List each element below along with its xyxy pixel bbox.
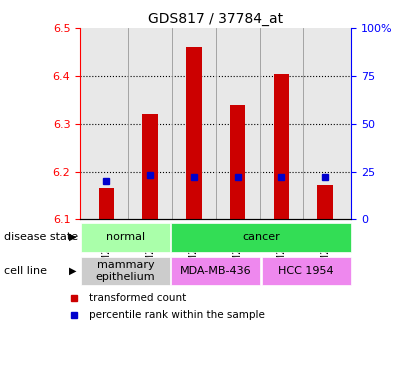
FancyBboxPatch shape bbox=[81, 256, 170, 285]
Text: ▶: ▶ bbox=[69, 232, 76, 242]
FancyBboxPatch shape bbox=[171, 223, 351, 252]
Text: mammary
epithelium: mammary epithelium bbox=[95, 260, 155, 282]
FancyBboxPatch shape bbox=[171, 256, 260, 285]
FancyBboxPatch shape bbox=[81, 223, 170, 252]
Text: cell line: cell line bbox=[4, 266, 47, 276]
Text: MDA-MB-436: MDA-MB-436 bbox=[180, 266, 252, 276]
Bar bbox=[143, 114, 158, 219]
Text: transformed count: transformed count bbox=[89, 293, 186, 303]
Bar bbox=[274, 74, 289, 219]
Text: normal: normal bbox=[106, 232, 145, 242]
Text: HCC 1954: HCC 1954 bbox=[278, 266, 334, 276]
Text: percentile rank within the sample: percentile rank within the sample bbox=[89, 310, 265, 320]
FancyBboxPatch shape bbox=[262, 256, 351, 285]
Text: disease state: disease state bbox=[4, 232, 78, 242]
Bar bbox=[230, 105, 245, 219]
Title: GDS817 / 37784_at: GDS817 / 37784_at bbox=[148, 12, 283, 26]
Bar bbox=[99, 188, 114, 219]
Bar bbox=[186, 47, 201, 219]
Bar bbox=[318, 185, 333, 219]
Text: ▶: ▶ bbox=[69, 266, 76, 276]
Text: cancer: cancer bbox=[242, 232, 280, 242]
